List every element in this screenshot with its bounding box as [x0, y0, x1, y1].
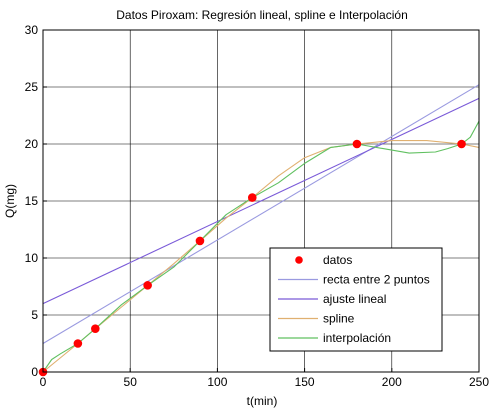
x-tick-label: 0 [40, 375, 47, 389]
x-tick-label: 50 [124, 375, 138, 389]
data-point-datos [352, 139, 362, 149]
ticks: 0 50 100 150 200 250 0 5 10 15 20 25 30 [25, 23, 490, 389]
x-tick-label: 100 [207, 375, 227, 389]
data-point-datos [143, 281, 152, 290]
legend-marker-datos [295, 256, 303, 264]
y-axis-label: Q(mg) [3, 184, 17, 218]
y-tick-label: 25 [25, 80, 39, 94]
series-line-ajuste-lineal [42, 97, 480, 305]
x-tick-label: 200 [382, 375, 402, 389]
legend-label-interpolacion: interpolación [323, 331, 391, 345]
y-tick-label: 20 [25, 137, 39, 151]
y-tick-label: 0 [31, 365, 38, 379]
series-line-recta-entre-2-puntos [42, 84, 480, 344]
x-tick-label: 250 [469, 375, 489, 389]
data-point-datos [73, 339, 83, 348]
y-tick-label: 10 [25, 251, 39, 265]
legend: datos recta entre 2 puntos ajuste lineal sp… [269, 247, 443, 352]
data-point-datos [195, 236, 205, 246]
x-tick-label: 150 [295, 375, 315, 389]
legend-label-datos: datos [323, 253, 352, 267]
x-axis-label: t(min) [247, 394, 278, 408]
y-tick-label: 15 [25, 194, 39, 208]
series-layer [38, 84, 480, 377]
data-point-datos [247, 193, 257, 202]
y-tick-label: 30 [25, 23, 39, 37]
legend-label-recta-entre-2-puntos: recta entre 2 puntos [323, 273, 430, 287]
chart-title: Datos Piroxam: Regresión lineal, spline … [116, 8, 408, 22]
data-point-datos [91, 324, 100, 333]
y-tick-label: 5 [31, 308, 38, 322]
legend-label-ajuste-lineal: ajuste lineal [323, 292, 386, 306]
data-point-datos [457, 139, 466, 149]
legend-label-spline: spline [323, 312, 355, 326]
series-line-interpolacion [42, 120, 480, 373]
